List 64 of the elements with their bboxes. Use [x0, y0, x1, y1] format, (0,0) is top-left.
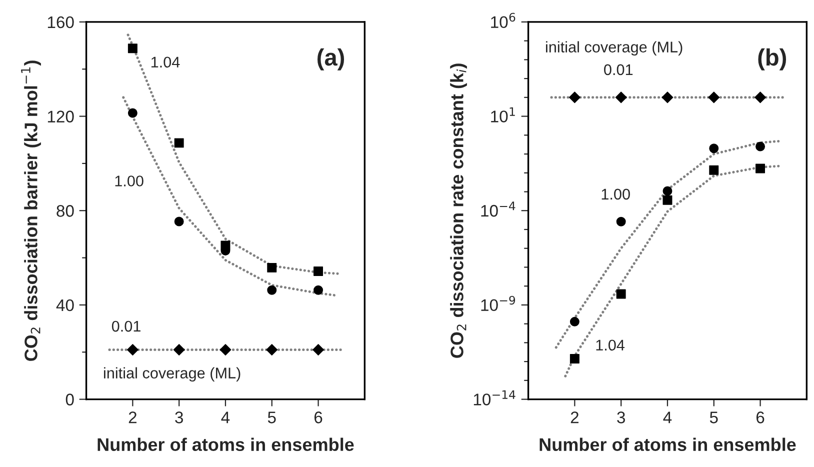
annotation: 0.01: [604, 64, 633, 76]
y-tick-label: 0: [66, 394, 74, 406]
point: [266, 344, 278, 356]
point: [267, 285, 277, 295]
point: [314, 266, 324, 276]
y-tick-label: 10$^{−4}$: [481, 202, 516, 217]
x-tick-label: 5: [710, 412, 718, 424]
point: [568, 92, 580, 104]
annotation: (a): [318, 48, 344, 70]
point: [570, 316, 580, 326]
point: [174, 138, 184, 148]
annotation: 1.04: [596, 340, 625, 351]
point: [662, 92, 674, 104]
x-tick-label: 6: [314, 412, 322, 424]
y-tick-label: 10$^{6}$: [491, 12, 516, 28]
point: [616, 289, 626, 299]
point: [754, 92, 766, 104]
y-tick-label: 80: [56, 205, 74, 217]
x-tick-label: 2: [128, 412, 136, 424]
y-tick-label: 160: [48, 16, 74, 28]
point: [220, 344, 232, 356]
point: [126, 344, 138, 356]
annotation: initial coverage (ML): [546, 41, 682, 56]
point: [709, 144, 719, 154]
x-axis-title: Number of atoms in ensemble: [540, 438, 796, 451]
x-axis-title: Number of atoms in ensemble: [98, 438, 354, 451]
x-tick-label: 3: [175, 412, 183, 424]
y-tick-label: 10$^{−14}$: [474, 390, 516, 406]
point: [616, 216, 626, 226]
y-axis-title: CO$_{2}$ dissociation barrier (kJ mol$^{−1}$): [21, 60, 41, 361]
point: [756, 164, 766, 174]
x-tick-label: 3: [617, 412, 625, 424]
point: [708, 92, 720, 104]
annotation: initial coverage (ML): [104, 367, 240, 382]
line-series: [554, 140, 780, 349]
y-tick-label: 40: [56, 299, 74, 312]
annotation: (b): [758, 48, 786, 70]
point: [756, 142, 766, 152]
line-series: [564, 164, 780, 378]
annotation: 1.00: [115, 176, 144, 186]
point: [709, 165, 719, 175]
point: [174, 216, 184, 226]
point: [662, 186, 672, 196]
point: [570, 354, 580, 364]
point: [173, 344, 185, 356]
point: [128, 44, 138, 54]
x-tick-label: 2: [570, 412, 578, 424]
point: [662, 195, 672, 205]
x-tick-label: 4: [221, 412, 230, 424]
x-tick-label: 6: [756, 412, 764, 424]
x-tick-label: 5: [268, 412, 276, 424]
annotation: 0.01: [112, 320, 140, 332]
x-tick-label: 4: [663, 412, 672, 424]
point: [314, 285, 324, 295]
y-axis-title: CO$_{2}$ dissociation rate constant (k$_{i}$): [450, 64, 467, 358]
point: [267, 262, 277, 272]
point: [312, 344, 324, 356]
y-tick-label: 10$^{−9}$: [481, 296, 516, 312]
y-tick-label: 10$^{1}$: [491, 107, 515, 122]
annotation: 1.04: [151, 56, 180, 68]
point: [128, 108, 138, 118]
point: [615, 92, 627, 104]
y-tick-label: 120: [48, 110, 74, 122]
annotation: 1.00: [602, 188, 630, 200]
